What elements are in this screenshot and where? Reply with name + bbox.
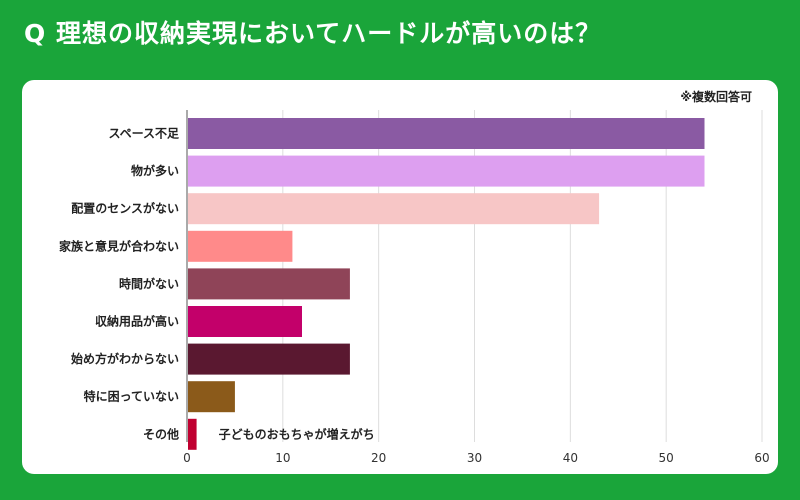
bar-9 <box>188 418 197 450</box>
bar-7 <box>188 343 350 375</box>
category-label: 収納用品が高い <box>95 314 179 329</box>
bar-5 <box>188 268 350 300</box>
bar-4 <box>188 230 293 262</box>
bar-1 <box>188 118 705 149</box>
bar-3 <box>188 193 600 225</box>
category-label: 始め方がわからない <box>71 351 179 366</box>
x-tick-label: 60 <box>754 451 769 465</box>
x-tick-label: 40 <box>563 451 578 465</box>
bar-8 <box>188 381 235 413</box>
bar-annotation: 子どものおもちゃが増えがち <box>219 426 375 441</box>
x-tick-label: 50 <box>659 451 674 465</box>
category-label: 特に困っていない <box>84 389 179 404</box>
chart-title: Q 理想の収納実現においてハードルが高いのは？ <box>24 19 602 48</box>
category-label: その他 <box>143 426 179 441</box>
category-label: 配置のセンスがない <box>71 201 179 216</box>
category-label: 時間がない <box>119 276 179 291</box>
category-label: 家族と意見が合わない <box>59 238 179 253</box>
x-tick-label: 10 <box>275 451 290 465</box>
x-tick-label: 20 <box>371 451 386 465</box>
x-tick-label: 30 <box>467 451 482 465</box>
bar-chart: 0 10 20 30 40 50 60 スペース不足物が多い配置のセンスがない家族と意見が合わ… <box>59 110 770 465</box>
multiple-answers-note: ※複数回答可 <box>680 90 752 104</box>
bar-2 <box>188 155 705 187</box>
x-tick-label: 0 <box>183 451 191 465</box>
chart-card: ※複数回答可 0 10 20 30 40 50 60 スペース不足物が多い配置のセンスがない家… <box>22 80 778 474</box>
category-label: スペース不足 <box>108 127 179 141</box>
category-label: 物が多い <box>131 163 179 178</box>
bar-6 <box>188 306 302 337</box>
